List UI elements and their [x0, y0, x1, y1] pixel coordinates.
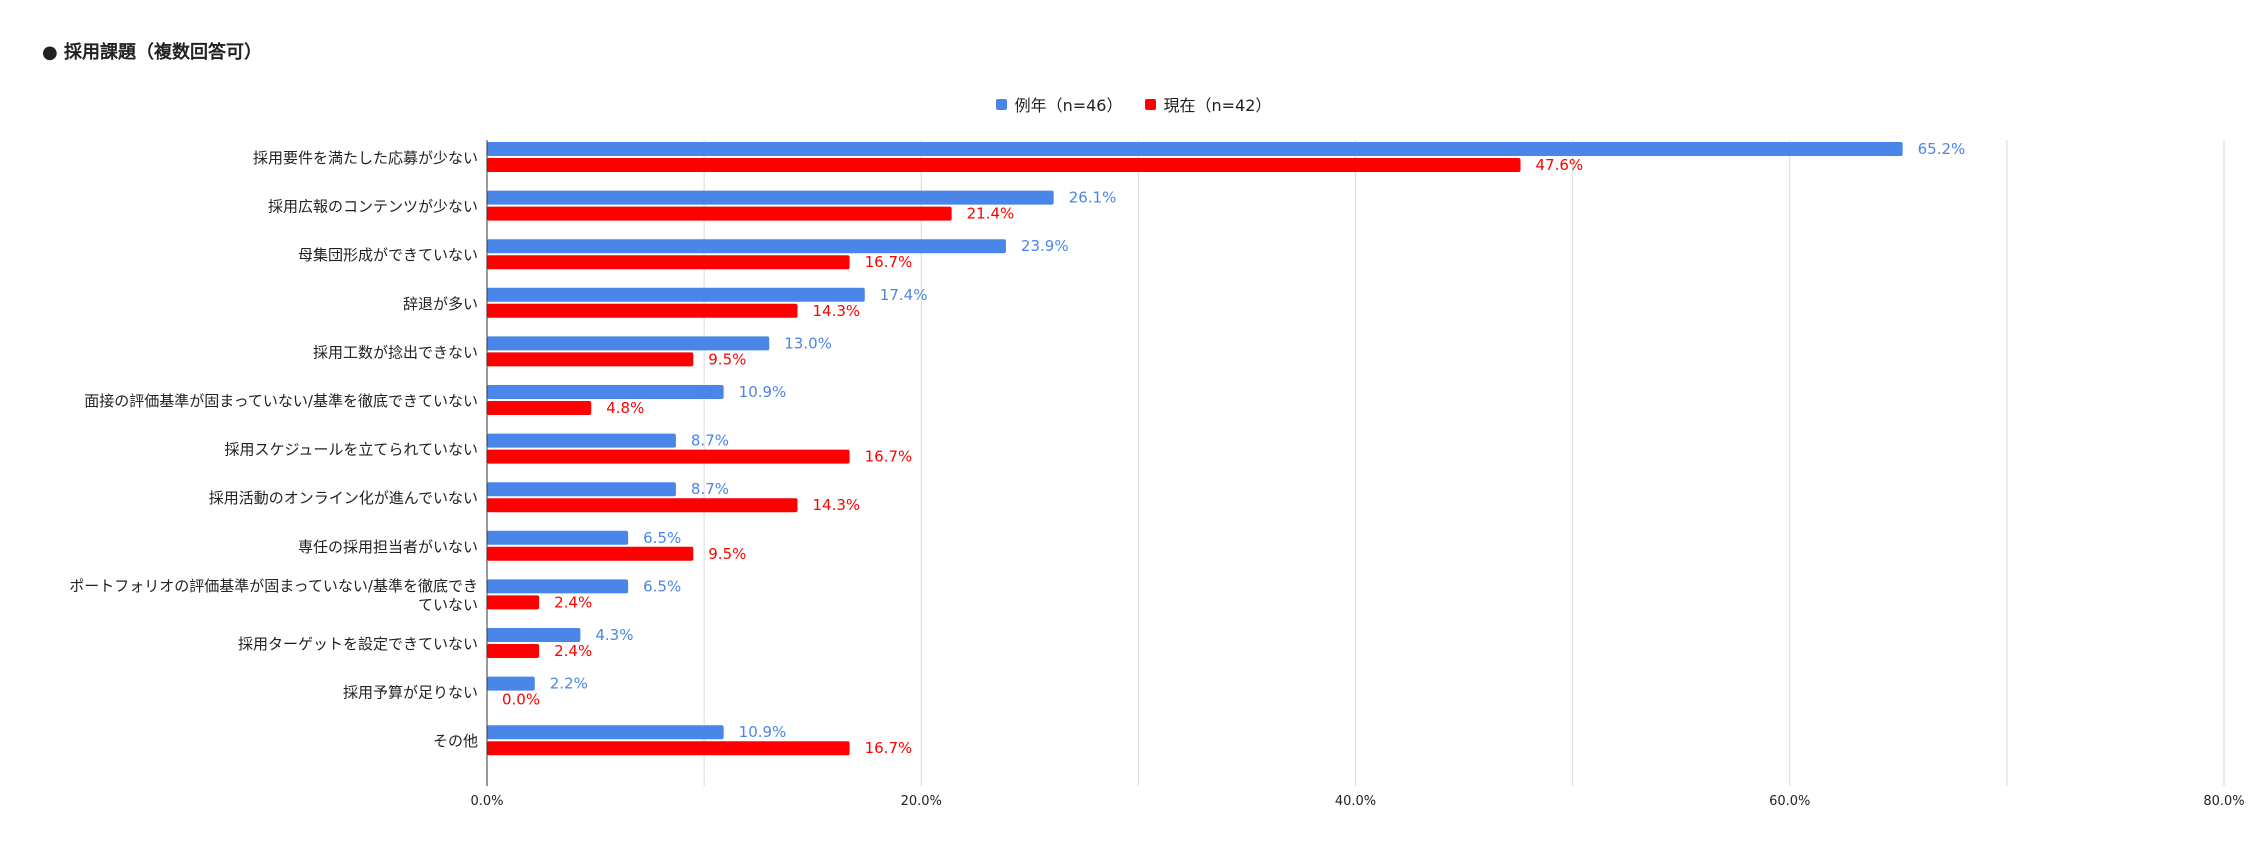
value-label-prev: 6.5% — [643, 577, 681, 595]
category-label: ポートフォリオの評価基準が固まっていない/基準を徹底できていない — [69, 577, 478, 614]
category-label-line: ていない — [418, 596, 478, 614]
legend-swatch-prev — [995, 98, 1007, 110]
value-label-curr: 47.6% — [1536, 156, 1584, 174]
value-label-prev: 26.1% — [1069, 189, 1117, 207]
value-label-curr: 16.7% — [865, 448, 913, 466]
bar-curr — [487, 498, 798, 513]
value-label-prev: 2.2% — [550, 675, 588, 693]
bar-prev — [487, 579, 629, 594]
bar-prev — [487, 190, 1054, 205]
legend-item-prev[interactable]: 例年（n=46） — [995, 92, 1123, 116]
chart-title: ● 採用課題（複数回答可） — [42, 42, 262, 63]
x-tick-label: 0.0% — [470, 794, 503, 809]
value-label-curr: 9.5% — [708, 350, 746, 368]
bar-curr — [487, 449, 850, 464]
value-label-prev: 65.2% — [1918, 140, 1966, 158]
bar-prev — [487, 142, 1903, 156]
legend: 例年（n=46） 現在（n=42） — [0, 92, 2267, 116]
category-label-line: 面接の評価基準が固まっていない/基準を徹底できていない — [84, 392, 478, 410]
category-label-line: 母集団形成ができていない — [298, 246, 478, 264]
x-tick-label: 60.0% — [1769, 794, 1810, 809]
category-label: 採用要件を満たした応募が少ない — [253, 149, 478, 167]
category-label-line: 採用工数が捻出できない — [313, 343, 478, 361]
value-label-curr: 21.4% — [967, 205, 1015, 223]
bar-prev — [487, 385, 724, 399]
bar-curr — [487, 401, 592, 415]
value-label-curr: 14.3% — [812, 302, 860, 320]
bar-prev — [487, 239, 1006, 254]
value-label-prev: 17.4% — [880, 286, 928, 304]
value-label-curr: 2.4% — [554, 593, 592, 611]
value-label-prev: 8.7% — [691, 480, 729, 498]
category-label: 採用ターゲットを設定できていない — [238, 635, 478, 653]
x-tick-label: 20.0% — [901, 794, 942, 809]
category-label: 辞退が多い — [403, 295, 478, 313]
category-label-line: その他 — [433, 732, 478, 750]
x-tick-label: 40.0% — [1335, 794, 1376, 809]
category-label: 面接の評価基準が固まっていない/基準を徹底できていない — [84, 392, 478, 410]
bar-curr — [487, 206, 952, 221]
legend-item-curr[interactable]: 現在（n=42） — [1144, 92, 1272, 116]
value-label-prev: 6.5% — [643, 529, 681, 547]
legend-swatch-curr — [1144, 98, 1156, 110]
category-label-line: 採用スケジュールを立てられていない — [224, 441, 478, 459]
category-label-line: 採用要件を満たした応募が少ない — [253, 149, 478, 167]
category-label-line: 採用予算が足りない — [343, 684, 478, 702]
value-label-curr: 16.7% — [865, 253, 913, 271]
bar-prev — [487, 628, 581, 642]
category-label: 専任の採用担当者がいない — [298, 538, 478, 556]
category-label: 採用スケジュールを立てられていない — [224, 441, 478, 459]
category-label-line: 辞退が多い — [403, 295, 478, 313]
bar-prev — [487, 287, 865, 302]
bar-prev — [487, 676, 535, 691]
bar-prev — [487, 530, 629, 545]
x-tick-label: 80.0% — [2203, 794, 2244, 809]
value-label-curr: 16.7% — [865, 739, 913, 757]
bar-prev — [487, 725, 724, 740]
value-label-prev: 8.7% — [691, 432, 729, 450]
value-label-prev: 10.9% — [739, 383, 787, 401]
category-label-line: ポートフォリオの評価基準が固まっていない/基準を徹底でき — [69, 577, 478, 595]
value-label-curr: 0.0% — [502, 691, 540, 709]
bar-curr — [487, 595, 540, 610]
bar-curr — [487, 352, 694, 367]
bar-curr — [487, 741, 850, 756]
bar-prev — [487, 482, 676, 497]
category-label-line: 採用広報のコンテンツが少ない — [268, 198, 478, 216]
bar-curr — [487, 546, 694, 561]
legend-label-curr: 現在（n=42） — [1163, 96, 1272, 115]
value-label-prev: 4.3% — [595, 626, 633, 644]
category-label-line: 専任の採用担当者がいない — [298, 538, 478, 556]
bar-curr — [487, 255, 850, 270]
value-label-prev: 10.9% — [739, 723, 787, 741]
value-label-curr: 14.3% — [812, 496, 860, 514]
category-label: 母集団形成ができていない — [298, 246, 478, 264]
value-label-prev: 13.0% — [784, 334, 832, 352]
bar-curr — [487, 158, 1521, 172]
category-label-line: 採用活動のオンライン化が進んでいない — [209, 489, 478, 507]
category-label: その他 — [433, 732, 478, 750]
value-label-curr: 9.5% — [708, 545, 746, 563]
category-label: 採用工数が捻出できない — [313, 343, 478, 361]
category-label-line: 採用ターゲットを設定できていない — [238, 635, 478, 653]
bar-prev — [487, 433, 676, 448]
legend-label-prev: 例年（n=46） — [1014, 96, 1123, 115]
category-label: 採用広報のコンテンツが少ない — [268, 198, 478, 216]
value-label-prev: 23.9% — [1021, 237, 1069, 255]
category-label: 採用活動のオンライン化が進んでいない — [209, 489, 478, 507]
bar-curr — [487, 644, 540, 658]
value-label-curr: 2.4% — [554, 642, 592, 660]
value-label-curr: 4.8% — [606, 399, 644, 417]
bar-curr — [487, 303, 798, 318]
bar-prev — [487, 336, 770, 351]
category-label: 採用予算が足りない — [343, 684, 478, 702]
